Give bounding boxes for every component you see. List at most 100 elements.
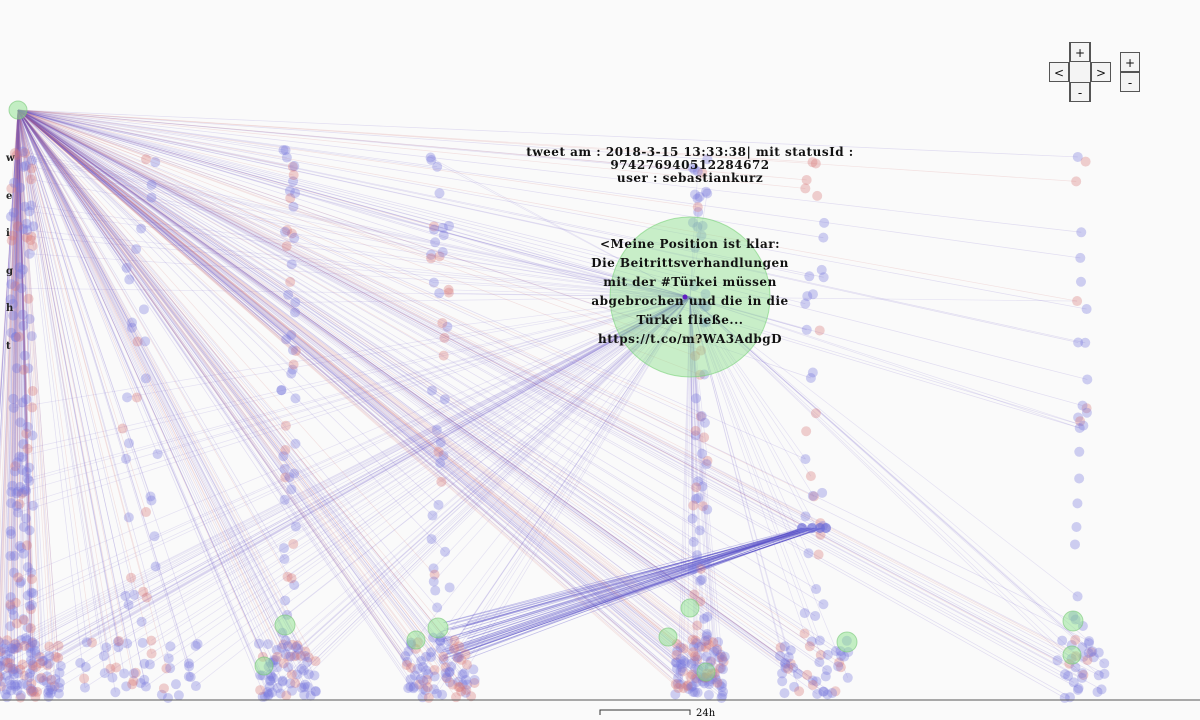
edge	[0, 296, 691, 677]
edge	[17, 109, 1058, 661]
node	[1084, 636, 1095, 647]
node	[16, 283, 27, 294]
node	[4, 658, 15, 669]
node	[1081, 304, 1092, 315]
node	[692, 202, 703, 213]
edge	[17, 109, 698, 693]
node	[41, 677, 52, 688]
node	[136, 616, 147, 627]
edge	[459, 527, 812, 659]
node	[18, 615, 29, 626]
edge	[17, 109, 722, 688]
edge	[462, 527, 822, 628]
node	[1059, 669, 1070, 680]
edge	[0, 296, 691, 667]
node	[717, 678, 728, 689]
edge	[443, 527, 823, 656]
node	[4, 646, 15, 657]
edge	[291, 263, 691, 298]
edge	[17, 109, 702, 351]
edge	[17, 109, 472, 697]
node	[28, 686, 39, 697]
node	[282, 225, 293, 236]
node	[185, 672, 196, 683]
node	[699, 613, 710, 624]
node	[287, 685, 298, 696]
node	[10, 638, 21, 649]
edge	[17, 109, 824, 605]
node	[263, 688, 274, 699]
edge	[4, 109, 19, 645]
node	[5, 601, 16, 612]
edge	[17, 109, 435, 575]
node	[1073, 412, 1084, 423]
edge	[17, 109, 710, 685]
node	[801, 174, 812, 185]
edge	[17, 109, 294, 365]
node	[190, 681, 201, 692]
edge	[17, 109, 285, 500]
tooltip: tweet am : 2018-3-15 13:33:38| mit statu…	[520, 146, 860, 349]
node	[43, 658, 54, 669]
edge	[36, 296, 691, 693]
node	[279, 554, 290, 565]
zoom-out-button[interactable]: -	[1120, 72, 1140, 92]
node	[9, 148, 20, 159]
node	[25, 685, 36, 696]
zoom-in-button[interactable]: +	[1120, 52, 1140, 72]
node	[35, 658, 46, 669]
pan-down-button[interactable]: -	[1070, 82, 1090, 102]
pan-up-button[interactable]: +	[1070, 42, 1090, 62]
node	[87, 637, 98, 648]
node	[416, 656, 427, 667]
edge	[17, 109, 290, 657]
edge	[17, 109, 444, 356]
node	[284, 651, 295, 662]
pan-right-button[interactable]: >	[1091, 62, 1111, 82]
node	[0, 660, 7, 671]
edge	[17, 109, 43, 662]
node	[405, 681, 416, 692]
node	[26, 648, 37, 659]
node	[1093, 647, 1104, 658]
node	[20, 484, 31, 495]
node	[692, 654, 703, 665]
node	[123, 438, 134, 449]
node	[123, 599, 134, 610]
node	[714, 652, 725, 663]
node	[1072, 591, 1083, 602]
edge	[14, 109, 19, 669]
edge	[453, 527, 803, 647]
edge	[17, 109, 29, 369]
edge	[17, 109, 270, 695]
edge	[17, 109, 49, 693]
edge	[17, 109, 833, 694]
edge	[17, 109, 288, 231]
edge	[17, 109, 30, 678]
edge	[16, 109, 19, 624]
node	[11, 642, 22, 653]
edge	[17, 109, 439, 506]
edge	[10, 109, 19, 492]
edge	[448, 289, 691, 298]
node	[694, 191, 705, 202]
node	[289, 161, 300, 172]
node	[426, 253, 437, 264]
node	[690, 493, 701, 504]
node	[444, 644, 455, 655]
node	[17, 397, 28, 408]
edge	[17, 109, 269, 645]
edge	[17, 109, 269, 696]
node	[444, 666, 455, 677]
pan-left-button[interactable]: <	[1049, 62, 1069, 82]
node	[31, 662, 42, 673]
node	[422, 669, 433, 680]
edge	[689, 296, 790, 658]
selected-node[interactable]	[609, 216, 771, 378]
edge	[17, 109, 817, 590]
edge	[17, 109, 21, 670]
edge	[151, 296, 691, 641]
edge	[689, 296, 724, 670]
node	[0, 689, 11, 700]
node	[779, 641, 790, 652]
